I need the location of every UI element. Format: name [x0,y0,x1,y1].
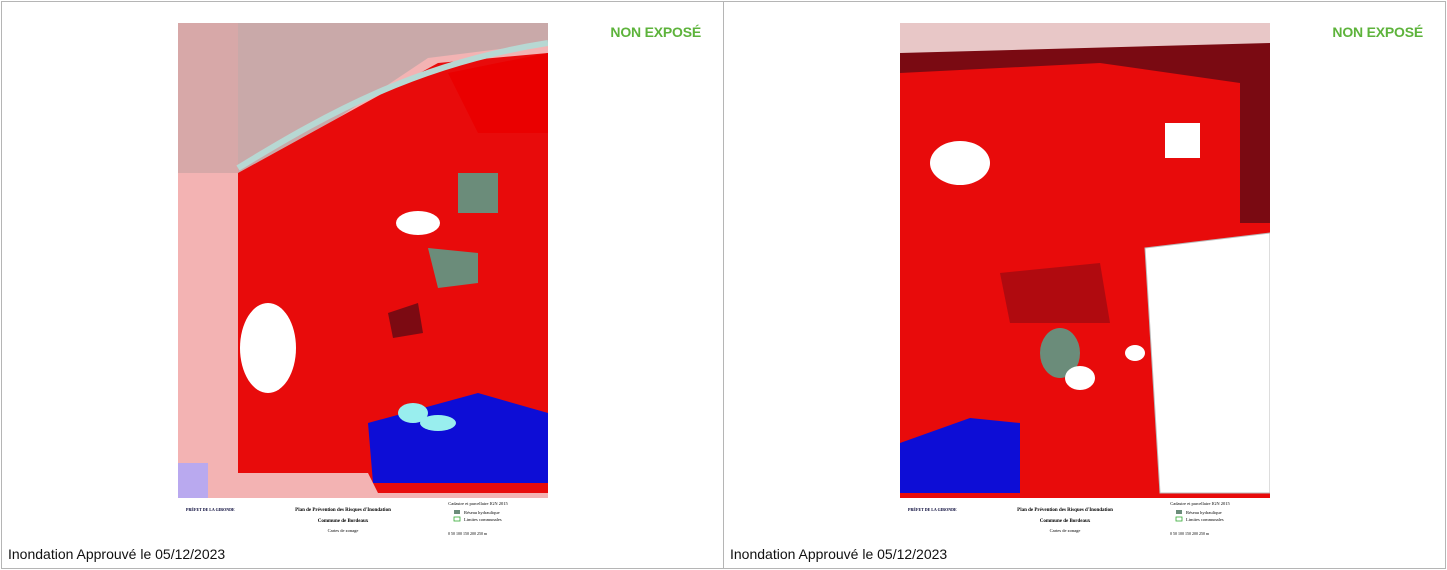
map-commune: Commune de Bordeaux [1040,519,1091,524]
map-subtitle: Cartes de zonage [1050,528,1081,533]
map-image: PRÉFET DE LA GIRONDE Plan de Prévention … [900,23,1270,541]
legend-title: Cadastre et parcellaire IGN 2015 [1170,501,1230,506]
legend-swatch [453,516,461,522]
zone-cyan [420,415,456,431]
zone-white [1065,366,1095,390]
zone-darkred [388,303,423,338]
map-footer [900,498,1270,541]
zone-blue [900,418,1020,493]
zone-white [1125,345,1145,361]
zone-darkred [900,23,1270,223]
map-footer [178,498,548,541]
status-label: NON EXPOSÉ [1332,24,1423,40]
map-title: Plan de Prévention des Risques d'Inondat… [1017,508,1113,513]
legend-item: Réseau hydraulique [1186,510,1222,515]
zone-green [1040,328,1080,378]
legend-swatch [1175,516,1183,522]
zone-red-top [448,53,548,133]
prefet: PRÉFET DE LA GIRONDE [186,507,235,512]
zone-red [238,53,548,493]
legend-item: Limites communales [464,517,502,522]
caption: Inondation Approuvé le 05/12/2023 [730,546,948,562]
caption: Inondation Approuvé le 05/12/2023 [8,546,226,562]
zone-white [1144,232,1270,494]
result-cell: PRÉFET DE LA GIRONDE Plan de Prévention … [723,2,1445,568]
zone-pink [900,23,1270,53]
legend-title: Cadastre et parcellaire IGN 2015 [448,501,508,506]
map-image: PRÉFET DE LA GIRONDE Plan de Prévention … [178,23,548,541]
map-subtitle: Cartes de zonage [328,528,359,533]
legend-item: Limites communales [1186,517,1224,522]
zone-white [930,141,990,185]
zone-darkred [1000,263,1110,323]
zone-lavender [178,463,208,498]
zone-cyan [398,403,428,423]
legend-swatch [454,510,460,514]
status-label: NON EXPOSÉ [610,24,701,40]
river [236,40,548,171]
zone-white [240,303,296,393]
map-scale: 0 50 100 150 200 250 m [1170,531,1210,536]
prefet: PRÉFET DE LA GIRONDE [908,507,957,512]
legend-swatch [1176,510,1182,514]
zone-green [428,248,478,288]
zone-pink [178,23,238,173]
zone-white [396,211,440,235]
map-scale: 0 50 100 150 200 250 m [448,531,488,536]
result-cell: PRÉFET DE LA GIRONDE Plan de Prévention … [2,2,723,568]
zone-white [1165,123,1200,158]
map-title: Plan de Prévention des Risques d'Inondat… [295,508,391,513]
legend-item: Réseau hydraulique [464,510,500,515]
map-commune: Commune de Bordeaux [318,519,369,524]
zone-green [458,173,498,213]
